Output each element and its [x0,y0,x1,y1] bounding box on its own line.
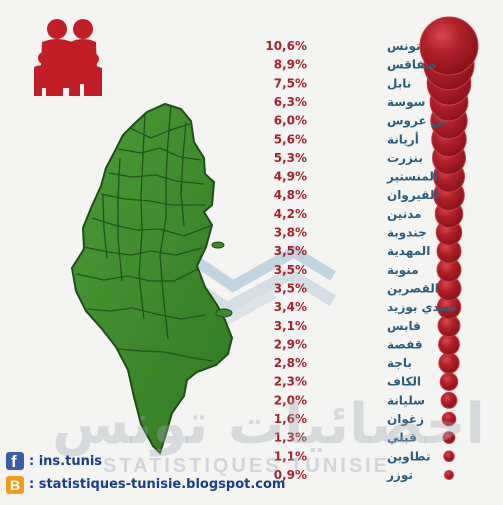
governorate-label-1: تونس [387,39,421,54]
governorate-label-18: باجة [387,356,412,370]
percent-label-1: 10,6% [265,39,307,53]
percent-label-18: 2,8% [274,356,307,370]
percent-label-17: 2,9% [274,337,307,351]
blogger-icon[interactable]: B [6,476,24,494]
bubble-21 [441,411,457,427]
governorate-label-7: بنزرت [387,151,423,165]
percent-labels: 10,6% 8,9% 7,5% 6,3% 6,0% 5,6% 5,3% 4,9% 4,8% 4,2… [265,39,307,482]
bubble-23 [443,450,455,463]
governorate-label-13: منوبة [387,263,419,278]
percent-label-21: 1,6% [274,412,307,426]
bubble-18 [438,352,460,374]
governorate-label-16: قابس [387,319,421,333]
bubble-24 [444,469,454,480]
percent-label-13: 3,5% [274,263,307,277]
governorate-label-5: بن عروس [387,114,446,129]
percent-label-3: 7,5% [274,76,307,90]
governorate-label-8: المنستير [386,170,438,184]
governorate-label-19: الكاف [387,375,421,389]
governorate-label-11: جندوبة [387,226,427,241]
blog-link[interactable]: : statistiques-tunisie.blogspot.com [29,477,286,492]
percent-label-20: 2,0% [274,393,307,407]
governorate-label-14: القصرين [387,281,439,295]
percent-label-6: 5,6% [274,132,307,146]
facebook-link[interactable]: : ins.tunis [29,454,103,469]
percent-label-15: 3,4% [274,300,307,314]
percent-label-11: 3,8% [274,226,307,240]
blogger-icon-glyph: B [10,477,21,493]
governorate-label-22: قبلي [387,431,417,445]
percent-label-10: 4,2% [274,207,307,221]
percent-label-7: 5,3% [274,151,307,165]
percent-label-9: 4,8% [274,188,307,202]
governorate-label-3: نابل [387,76,411,90]
bubble-series [419,16,479,480]
percent-label-2: 8,9% [274,58,307,72]
governorate-label-23: تطاوين [387,449,430,464]
governorate-label-12: المهدية [387,244,430,258]
watermark-arabic: احصائيات تونس [52,392,486,457]
family-icon [34,19,102,96]
percent-label-22: 1,3% [274,431,307,445]
percent-label-19: 2,3% [274,375,307,389]
watermark-latin: STATISTIQUES TUNISIE [103,455,391,477]
bubble-20 [440,391,458,409]
governorate-label-15: سيدي بوزيد [387,300,456,315]
percent-label-24: 0,9% [274,468,307,482]
percent-label-23: 1,1% [274,449,307,463]
facebook-icon-glyph: f [11,452,17,471]
percent-label-8: 4,9% [274,170,307,184]
percent-label-4: 6,3% [274,95,307,109]
governorate-label-2: صفاقس [387,58,437,72]
bubble-1 [419,16,479,76]
governorate-label-6: أريانة [387,131,419,146]
governorate-label-17: قفصة [387,337,423,351]
percent-label-5: 6,0% [274,114,307,128]
tunisia-map [70,102,234,455]
governorate-label-4: سوسة [387,95,425,110]
percent-label-16: 3,1% [274,319,307,333]
bubble-22 [442,431,456,445]
governorate-label-10: مدنين [387,207,422,221]
percent-label-14: 3,5% [274,281,307,295]
governorate-labels: تونس صفاقس نابل سوسة بن عروس أريانة بنزرت المنس… [386,39,456,483]
governorate-label-24: توزر [386,468,413,483]
percent-label-12: 3,5% [274,244,307,258]
governorate-label-9: القيروان [387,188,438,203]
governorate-label-21: زغوان [387,412,424,427]
bubble-19 [439,372,459,391]
governorate-label-20: سليانة [387,393,425,407]
facebook-icon[interactable]: f [6,452,24,471]
